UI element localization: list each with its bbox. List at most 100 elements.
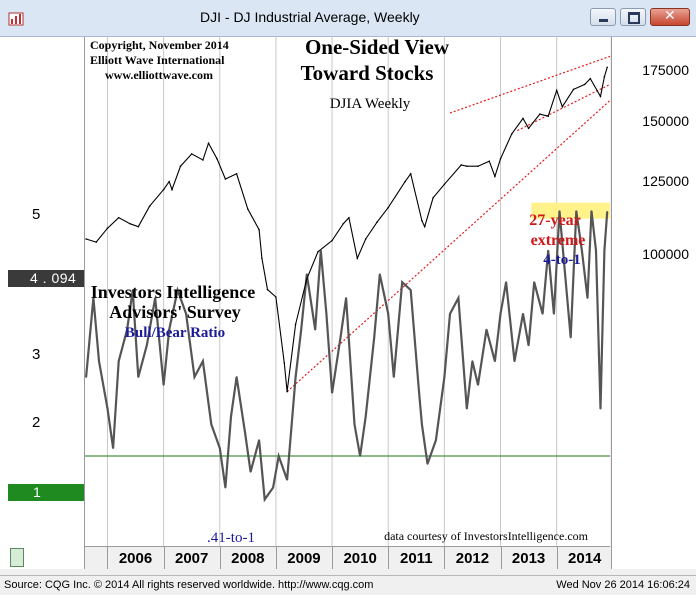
ratio-point	[606, 210, 609, 213]
djia-point	[85, 238, 87, 240]
ratio-point	[564, 273, 566, 276]
window-title: DJI - DJ Industrial Average, Weekly	[200, 9, 420, 25]
djia-tick-175000: 175000	[642, 62, 689, 78]
ratio-point	[277, 455, 280, 457]
x-axis: 2006 2007 2008 2009 2010 2011 2012 2013 2014	[85, 546, 610, 570]
ratio-point	[387, 312, 390, 315]
maximize-button[interactable]	[620, 8, 646, 26]
djia-point	[247, 208, 249, 210]
ratio-point	[176, 289, 179, 291]
ratio-point	[443, 376, 446, 378]
close-button[interactable]: ✕	[650, 8, 690, 26]
headline-line-2: Toward Stocks	[301, 61, 434, 85]
high-reading-label: 4-to-1	[543, 252, 581, 268]
chart-svg: Copyright, November 2014 Elliott Wave In…	[85, 35, 611, 546]
ratio-point	[499, 312, 502, 315]
scroll-indicator[interactable]	[10, 548, 24, 567]
ratio-point	[449, 312, 451, 315]
x-tick-mark	[556, 547, 558, 569]
djia-point	[356, 257, 359, 260]
ratio-point	[435, 439, 437, 442]
djia-point	[342, 222, 345, 225]
ratio-point	[558, 210, 561, 213]
x-tick-mark	[444, 547, 446, 569]
x-tick-mark	[219, 547, 221, 569]
headline-line-1: One-Sided View	[305, 37, 450, 59]
ratio-point	[92, 297, 95, 299]
djia-point	[603, 75, 606, 78]
ratio-point	[599, 407, 602, 410]
ratio-point	[420, 423, 423, 426]
ratio-point	[590, 210, 593, 213]
x-tick-label: 2014	[568, 550, 602, 567]
ratio-point	[485, 328, 488, 331]
djia-point	[137, 225, 140, 228]
x-tick-label: 2006	[118, 550, 153, 567]
ratio-point	[409, 289, 412, 291]
close-icon: ✕	[664, 8, 676, 24]
ratio-point	[126, 328, 129, 331]
djia-point	[286, 390, 288, 393]
source-text: Source: CQG Inc. © 2014 All rights reser…	[4, 579, 374, 591]
djia-point	[171, 188, 173, 191]
ratio-point	[457, 297, 460, 299]
ratio-point	[154, 297, 157, 299]
ratio-point	[244, 431, 246, 434]
ratio-point	[378, 273, 381, 276]
ratio-point	[294, 376, 297, 378]
ratio-point	[106, 407, 109, 410]
ratio-point	[168, 328, 171, 331]
x-tick-mark	[332, 547, 334, 569]
ratio-point	[493, 360, 496, 363]
djia-point	[283, 362, 286, 364]
djia-point	[364, 238, 367, 240]
djia-point	[216, 157, 218, 160]
ratio-point	[392, 376, 395, 378]
djia-point	[190, 153, 193, 155]
djia-point	[202, 159, 204, 161]
ratio-point	[249, 470, 252, 473]
ratio-point	[145, 344, 148, 347]
djia-point	[305, 278, 308, 280]
x-tick-mark	[500, 547, 502, 569]
djia-point	[117, 216, 120, 219]
ratio-point	[359, 455, 362, 457]
survey-title-line-1: Investors Intelligence	[91, 282, 255, 302]
djia-point	[207, 142, 210, 144]
djia-point	[423, 225, 426, 228]
ratio-point	[235, 376, 238, 378]
x-tick-mark	[107, 547, 109, 569]
djia-point	[224, 178, 227, 180]
ratio-point	[595, 249, 597, 252]
djia-tick-125000: 125000	[642, 172, 689, 189]
djia-point	[258, 228, 260, 231]
djia-point	[294, 323, 297, 326]
ratio-point	[533, 281, 536, 284]
left-axis-panel: 5 3 2 4 . 094 1	[0, 37, 85, 569]
djia-point	[275, 296, 277, 298]
ratio-point	[513, 360, 516, 363]
ratio-point	[272, 486, 275, 489]
x-tick-mark	[275, 547, 277, 569]
djia-point	[539, 113, 541, 115]
low-reading-label: .41-to-1	[207, 530, 255, 546]
ratio-point	[569, 336, 572, 339]
current-value-badge: 4 . 094	[8, 270, 84, 287]
ratio-point	[465, 407, 468, 410]
djia-point	[404, 180, 406, 183]
djia-point	[235, 173, 238, 175]
reference-badge: 1	[8, 484, 84, 501]
ratio-point	[603, 249, 606, 252]
djia-point	[561, 105, 564, 108]
reference-badge-text: 1	[33, 484, 41, 500]
x-tick-label: 2011	[400, 550, 433, 567]
ratio-tick-2: 2	[32, 414, 41, 431]
ratio-point	[331, 391, 333, 394]
ratio-point	[210, 423, 213, 426]
minimize-button[interactable]	[590, 8, 616, 26]
timestamp-text: Wed Nov 26 2014 16:06:24	[556, 579, 690, 591]
djia-point	[572, 88, 575, 91]
djia-point	[348, 216, 350, 219]
djia-point	[477, 165, 479, 168]
channel-line	[517, 83, 611, 132]
